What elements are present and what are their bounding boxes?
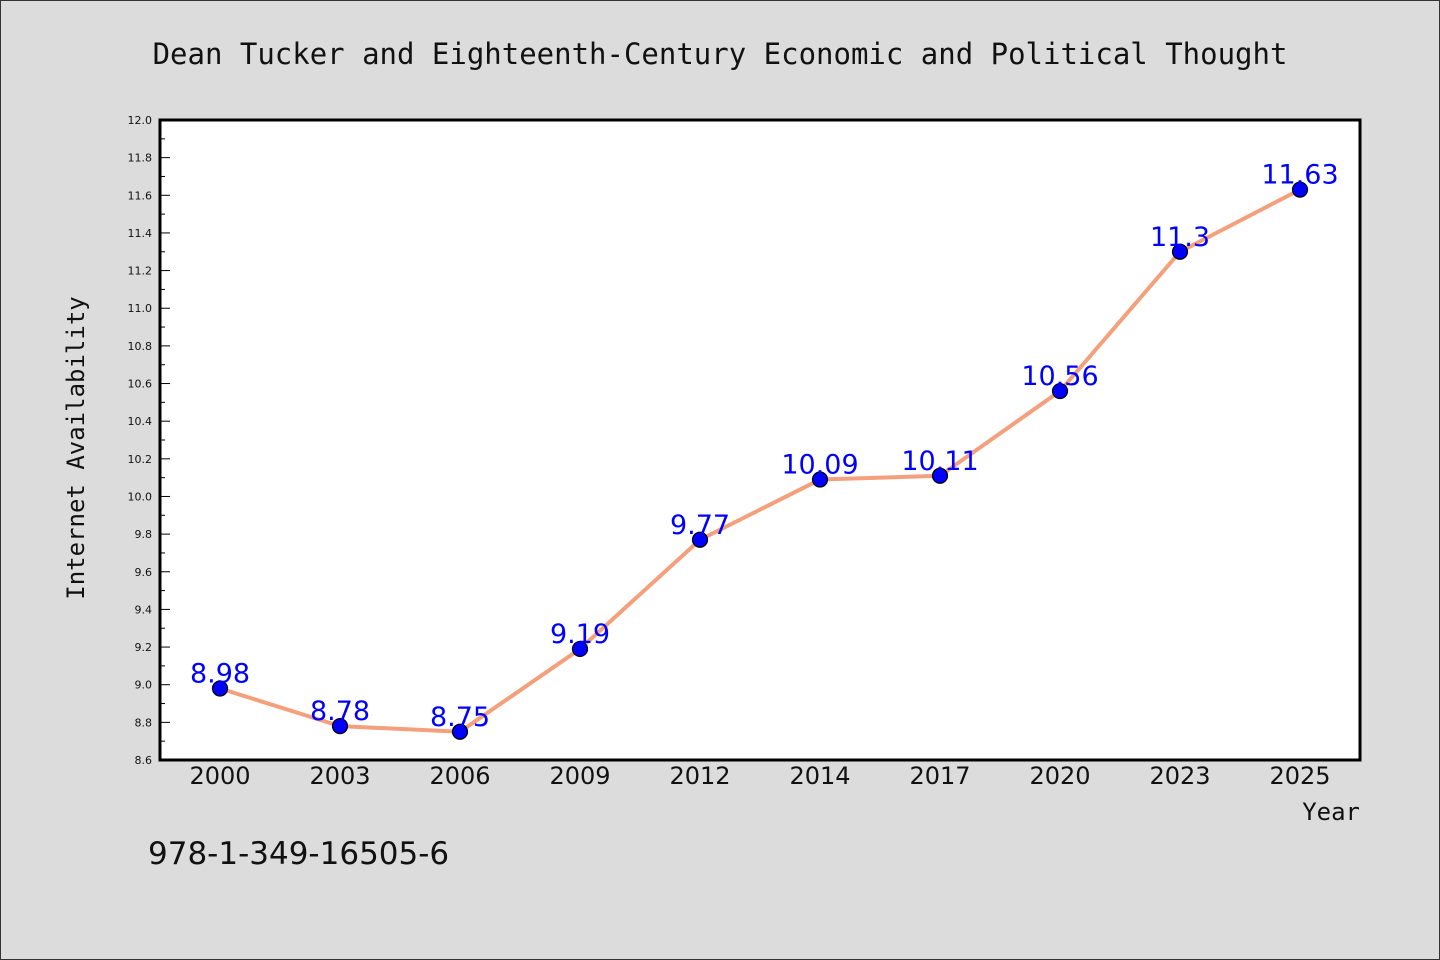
y-tick-label: 11.6 bbox=[128, 189, 153, 202]
data-point bbox=[211, 680, 229, 697]
isbn-text: 978-1-349-16505-6 bbox=[148, 836, 449, 872]
y-tick-label: 10.6 bbox=[128, 378, 153, 391]
x-tick-label: 2006 bbox=[429, 762, 490, 790]
y-tick-label: 9.6 bbox=[135, 566, 153, 579]
data-label: 9.19 bbox=[550, 619, 610, 650]
data-label: 10.56 bbox=[1021, 361, 1098, 392]
y-tick-label: 12.0 bbox=[128, 114, 153, 127]
x-tick-label: 2020 bbox=[1029, 762, 1090, 790]
data-labels: 8.98 8.78 8.75 9.19 9.77 10.09 10.11 10.56 11.3 1… bbox=[190, 160, 1339, 733]
data-point bbox=[1171, 243, 1189, 260]
plot-area bbox=[160, 120, 1360, 760]
y-tick-label: 10.2 bbox=[128, 453, 153, 466]
plot-frame bbox=[158, 118, 1362, 762]
chart-title: Dean Tucker and Eighteenth-Century Econo… bbox=[153, 37, 1288, 71]
data-label: 8.75 bbox=[430, 702, 490, 733]
data-label: 11.3 bbox=[1150, 222, 1210, 253]
x-tick-label: 2009 bbox=[549, 762, 610, 790]
y-tick-label: 10.0 bbox=[128, 490, 153, 503]
x-axis-title: Year bbox=[1302, 798, 1360, 826]
series-line bbox=[219, 187, 1301, 734]
data-point bbox=[1291, 181, 1309, 198]
y-tick-label: 11.0 bbox=[128, 302, 153, 315]
x-tick-label: 2025 bbox=[1269, 762, 1330, 790]
data-points bbox=[211, 181, 1309, 740]
data-label: 8.98 bbox=[190, 658, 250, 689]
data-label: 9.77 bbox=[670, 510, 730, 541]
x-tick-label: 2003 bbox=[309, 762, 370, 790]
data-point bbox=[931, 467, 949, 484]
x-tick-label: 2017 bbox=[909, 762, 970, 790]
data-point bbox=[451, 723, 469, 740]
data-label: 8.78 bbox=[310, 696, 370, 727]
data-point bbox=[571, 640, 589, 658]
data-point bbox=[691, 531, 709, 548]
y-axis-title: Internet Availability bbox=[62, 296, 90, 599]
x-tick-label: 2023 bbox=[1149, 762, 1210, 790]
y-axis-tick-labels: 8.6 8.8 9.0 9.2 9.4 9.6 9.8 10.0 10.2 10.4 10.6 10.… bbox=[128, 114, 153, 767]
data-label: 10.09 bbox=[781, 450, 858, 481]
y-tick-label: 8.8 bbox=[135, 716, 153, 729]
y-tick-label: 9.8 bbox=[135, 528, 153, 541]
y-tick-label: 10.8 bbox=[128, 340, 153, 353]
y-tick-label: 11.4 bbox=[128, 227, 153, 240]
y-tick-label: 11.8 bbox=[128, 152, 153, 165]
y-tick-label: 9.4 bbox=[135, 603, 153, 616]
y-tick-label: 10.4 bbox=[128, 415, 153, 428]
data-point bbox=[331, 718, 349, 735]
data-label: 11.63 bbox=[1261, 160, 1338, 191]
y-tick-label: 9.0 bbox=[135, 679, 153, 692]
x-axis-tick-labels: 2000 2003 2006 2009 2012 2014 2017 2020 2023 2025 bbox=[189, 762, 1330, 790]
data-label: 10.11 bbox=[901, 446, 978, 477]
x-tick-label: 2014 bbox=[789, 762, 850, 790]
x-tick-label: 2000 bbox=[189, 762, 250, 790]
x-tick-label: 2012 bbox=[669, 762, 730, 790]
data-point bbox=[1051, 382, 1069, 400]
y-tick-label: 8.6 bbox=[135, 754, 153, 767]
data-point bbox=[811, 471, 829, 488]
y-tick-label: 11.2 bbox=[128, 265, 153, 278]
y-tick-label: 9.2 bbox=[135, 641, 153, 654]
